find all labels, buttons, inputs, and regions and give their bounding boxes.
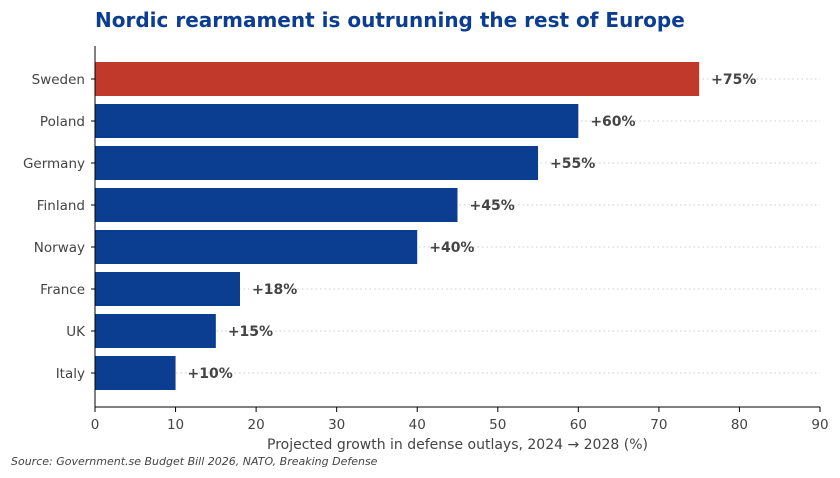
y-tick-label-italy: Italy [56,366,85,382]
data-labels: +75% +60% +55% +45% +40% +18% +15% +10% [188,72,757,382]
data-label-italy: +10% [188,366,233,382]
y-tick-label-sweden: Sweden [32,72,85,88]
y-tick-label-uk: UK [66,324,86,340]
x-tick-label-30: 30 [328,417,345,433]
bar-finland [95,188,458,222]
y-tick-labels: Sweden Poland Germany Finland Norway France UK… [23,72,95,382]
x-tick-label-60: 60 [570,417,587,433]
bar-poland [95,104,579,138]
data-label-sweden: +75% [711,72,756,88]
bar-italy [95,356,176,390]
x-ticks: 0 10 20 30 40 50 60 70 80 90 [91,407,829,433]
bar-norway [95,230,418,264]
data-label-finland: +45% [470,198,515,214]
y-tick-label-finland: Finland [37,198,85,214]
x-tick-label-90: 90 [811,417,828,433]
bar-sweden [95,62,700,96]
x-tick-label-50: 50 [489,417,506,433]
y-tick-label-france: France [40,282,85,298]
x-tick-label-10: 10 [167,417,184,433]
source-note: Source: Government.se Budget Bill 2026, … [11,455,378,468]
x-axis-label: Projected growth in defense outlays, 202… [267,437,648,453]
x-tick-label-40: 40 [409,417,426,433]
data-label-uk: +15% [228,324,273,340]
bars [95,62,700,390]
y-tick-label-norway: Norway [34,240,85,256]
y-tick-label-poland: Poland [40,114,85,130]
data-label-poland: +60% [590,114,635,130]
x-tick-label-20: 20 [248,417,265,433]
bar-germany [95,146,539,180]
y-tick-label-germany: Germany [23,156,85,172]
x-tick-label-0: 0 [91,417,100,433]
data-label-france: +18% [252,282,297,298]
x-tick-label-70: 70 [650,417,667,433]
bar-uk [95,314,216,348]
data-label-norway: +40% [429,240,474,256]
data-label-germany: +55% [550,156,595,172]
x-tick-label-80: 80 [731,417,748,433]
bar-france [95,272,240,306]
chart-title: Nordic rearmament is outrunning the rest… [95,8,685,32]
